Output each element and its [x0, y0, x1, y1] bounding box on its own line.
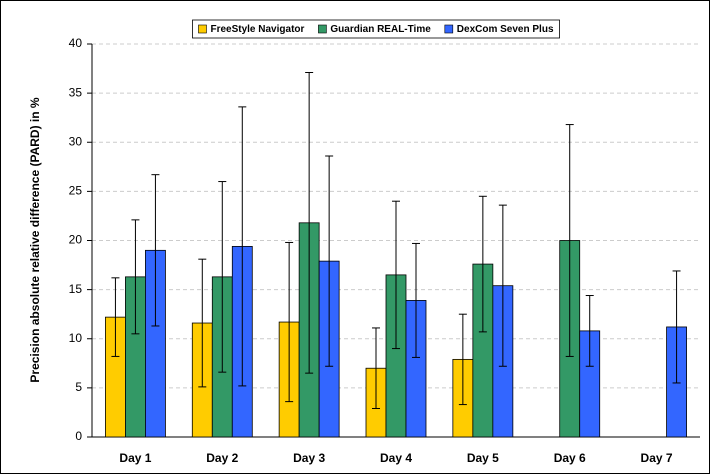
x-tick-label: Day 6 [554, 451, 586, 465]
error-bar [218, 181, 227, 373]
y-axis-label: Precision absolute relative difference (… [28, 97, 42, 383]
x-tick-label: Day 1 [119, 451, 151, 465]
y-tick-label: 20 [69, 233, 83, 247]
error-bar [372, 327, 380, 410]
x-tick-label: Day 2 [206, 451, 238, 465]
error-bar [585, 295, 594, 367]
y-tick-label: 5 [75, 380, 82, 394]
error-bar [151, 174, 160, 327]
error-bar [305, 71, 314, 374]
error-bar [498, 204, 507, 367]
legend-swatch [444, 24, 454, 34]
x-tick-label: Day 4 [380, 451, 412, 465]
y-tick-label: 35 [69, 85, 83, 99]
error-bar [325, 155, 334, 367]
error-bar [565, 124, 574, 357]
error-bar [478, 195, 487, 333]
y-tick-label: 10 [69, 331, 83, 345]
error-bar [392, 200, 400, 350]
error-bar [131, 219, 140, 335]
error-bar [672, 270, 681, 384]
error-bar [198, 258, 207, 388]
legend-swatch [198, 24, 207, 34]
legend-label: Guardian REAL-Time [330, 24, 431, 35]
y-tick-label: 30 [69, 134, 83, 148]
legend-label: DexCom Seven Plus [457, 24, 554, 35]
error-bar [238, 106, 247, 387]
x-tick-label: Day 7 [641, 451, 673, 465]
error-bar [412, 242, 420, 358]
y-tick-label: 25 [69, 184, 83, 198]
error-bar [111, 277, 120, 357]
error-bar [458, 313, 467, 406]
y-tick-label: 15 [69, 282, 83, 296]
legend-label: FreeStyle Navigator [210, 24, 304, 35]
legend-swatch [318, 24, 327, 34]
y-tick-label: 40 [69, 36, 83, 50]
error-bar [285, 241, 294, 403]
legend-box [192, 19, 560, 39]
y-tick-label: 0 [75, 429, 82, 443]
x-tick-label: Day 3 [293, 451, 325, 465]
x-tick-label: Day 5 [467, 451, 499, 465]
